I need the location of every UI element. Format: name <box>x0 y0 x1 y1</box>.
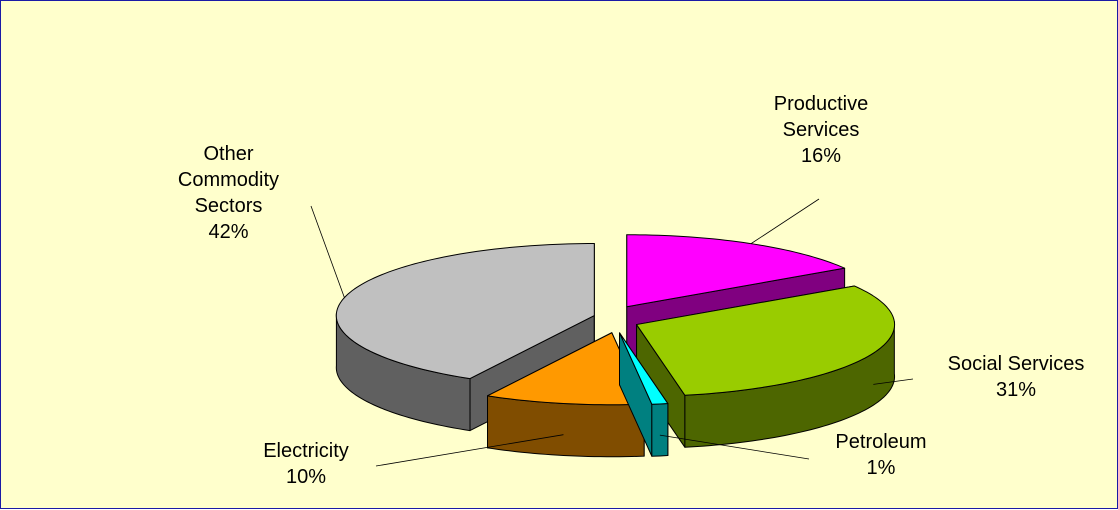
slice-top <box>636 285 896 396</box>
data-label: Productive Services 16% <box>746 91 896 169</box>
slice <box>636 285 896 448</box>
leader-line <box>750 198 820 244</box>
leader-line <box>659 434 810 460</box>
data-label: Petroleum 1% <box>816 429 946 481</box>
percent-label: 1% <box>866 457 896 479</box>
slice-wall <box>651 403 669 457</box>
slice-top <box>619 332 669 405</box>
leader-line <box>310 205 345 298</box>
slice-top <box>487 332 645 406</box>
data-label: Electricity 10% <box>236 438 376 490</box>
category-label: Electricity <box>263 440 349 462</box>
leader-line <box>375 434 564 467</box>
category-label: Petroleum <box>835 431 927 453</box>
percent-label: 16% <box>800 145 842 167</box>
category-label: Other Commodity Sectors <box>177 143 280 217</box>
slice-top <box>626 234 846 308</box>
percent-label: 31% <box>995 379 1037 401</box>
percent-label: 42% <box>208 221 249 243</box>
category-label: Productive Services <box>773 93 869 141</box>
leader-line <box>873 378 914 385</box>
slice <box>619 332 669 457</box>
data-label: Other Commodity Sectors 42% <box>161 141 296 245</box>
percent-label: 10% <box>285 466 327 488</box>
data-label: Social Services 31% <box>911 351 1118 403</box>
category-label: Social Services <box>947 353 1085 375</box>
